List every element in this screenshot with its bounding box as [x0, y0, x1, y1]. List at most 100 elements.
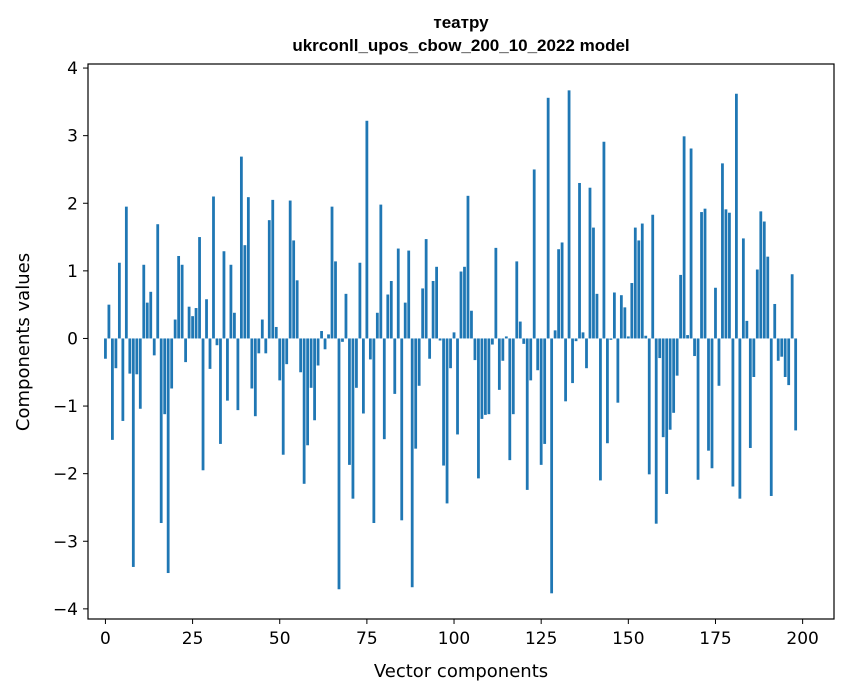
- y-tick-label: 1: [67, 262, 78, 282]
- bar: [728, 212, 731, 339]
- bar: [532, 169, 536, 339]
- bar: [264, 338, 268, 354]
- bar: [313, 338, 316, 421]
- bar: [281, 338, 285, 455]
- bar: [665, 338, 669, 494]
- y-axis-ticks: −4 −3 −2 −1 0 1 2 3 4: [53, 59, 88, 620]
- bar: [546, 97, 550, 339]
- bar: [375, 312, 379, 339]
- bar: [442, 338, 445, 466]
- bar: [372, 338, 376, 524]
- bar: [438, 338, 442, 341]
- bar: [703, 208, 707, 339]
- bar: [515, 261, 519, 339]
- bar: [661, 338, 665, 438]
- bar: [599, 338, 602, 481]
- bar: [456, 338, 459, 435]
- bar: [187, 306, 191, 339]
- bar: [773, 303, 777, 339]
- bar: [776, 338, 780, 361]
- bar: [553, 330, 557, 339]
- bar: [745, 320, 749, 339]
- bar: [780, 338, 784, 357]
- x-tick-label: 75: [356, 629, 378, 649]
- bar: [564, 338, 567, 402]
- y-tick-label: 2: [67, 194, 78, 214]
- bar: [117, 262, 121, 339]
- bar: [487, 338, 491, 415]
- bar: [274, 326, 278, 339]
- bar: [557, 249, 560, 339]
- bar: [246, 197, 250, 339]
- bar: [497, 338, 501, 390]
- bar: [724, 209, 728, 339]
- bar: [121, 338, 125, 421]
- bar: [647, 338, 651, 475]
- y-tick-label: −4: [53, 600, 78, 620]
- bar: [194, 308, 198, 339]
- bar: [396, 248, 400, 339]
- bar: [686, 335, 689, 339]
- bar: [477, 338, 480, 479]
- bar: [769, 338, 773, 496]
- bar: [473, 338, 477, 361]
- bar: [592, 227, 595, 339]
- bar: [403, 302, 407, 339]
- bar: [518, 321, 522, 339]
- bar: [257, 338, 261, 354]
- bar: [260, 319, 264, 339]
- bar: [208, 338, 212, 369]
- bar: [198, 237, 201, 339]
- bar: [229, 264, 233, 339]
- bar: [630, 283, 634, 339]
- bar: [184, 338, 187, 363]
- bar: [323, 338, 327, 350]
- x-tick-label: 175: [699, 629, 731, 649]
- plot-frame: [87, 63, 835, 620]
- chart-title-line1: театру: [433, 13, 489, 32]
- bar: [233, 312, 236, 339]
- bar: [156, 224, 160, 339]
- bar: [149, 291, 153, 339]
- bar: [362, 338, 365, 414]
- bar: [490, 338, 494, 345]
- bar: [717, 338, 721, 386]
- bar: [766, 256, 770, 339]
- bar: [466, 195, 470, 339]
- bar: [201, 338, 205, 471]
- bar: [142, 264, 146, 339]
- bar: [759, 211, 763, 339]
- bar: [267, 220, 271, 339]
- bar: [651, 214, 655, 339]
- bar: [470, 310, 473, 339]
- bar: [306, 338, 310, 446]
- bar: [302, 338, 306, 484]
- bar: [752, 338, 756, 377]
- bar: [679, 274, 683, 339]
- bar: [299, 338, 303, 373]
- bar: [355, 338, 358, 388]
- bar: [612, 292, 616, 339]
- bar: [222, 251, 226, 339]
- bar: [675, 338, 679, 376]
- bar: [278, 338, 282, 381]
- bar: [152, 338, 156, 356]
- bar: [379, 204, 383, 339]
- bar: [107, 304, 111, 339]
- y-tick-label: −1: [53, 397, 78, 417]
- bar: [714, 287, 717, 339]
- bar: [735, 93, 738, 339]
- bar: [480, 338, 484, 419]
- bar: [658, 338, 662, 359]
- bar: [351, 338, 355, 499]
- bar: [159, 338, 163, 524]
- bar: [445, 338, 449, 504]
- bar: [626, 336, 630, 339]
- bar: [536, 338, 540, 371]
- bar: [417, 338, 421, 386]
- bar: [219, 338, 222, 444]
- bar: [400, 338, 404, 521]
- bar: [344, 293, 348, 339]
- bar: [341, 338, 344, 342]
